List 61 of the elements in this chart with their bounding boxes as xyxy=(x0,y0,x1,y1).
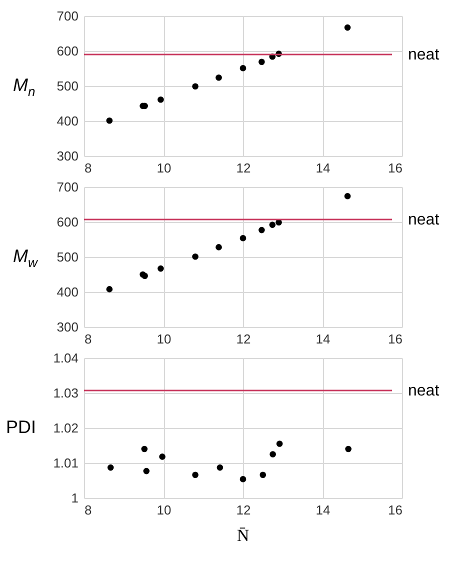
y-tick-label: 1.01 xyxy=(53,456,78,470)
y-tick-label: 1.02 xyxy=(53,420,78,436)
point xyxy=(240,476,246,482)
x-tick-label: 8 xyxy=(84,502,92,518)
x-tick-label: 12 xyxy=(236,502,251,518)
x-tick-label: 14 xyxy=(316,502,330,518)
y-tick-label: 300 xyxy=(56,148,78,164)
point xyxy=(260,472,266,478)
point xyxy=(240,234,246,242)
point xyxy=(106,117,113,124)
x-tick-label: 12 xyxy=(236,332,251,346)
ref-line-label: neat xyxy=(408,46,440,64)
point xyxy=(107,464,114,471)
point xyxy=(216,74,222,81)
x-tick-label: 8 xyxy=(84,160,92,176)
y-tick-label: 500 xyxy=(56,250,78,264)
point xyxy=(192,83,198,90)
y-tick-label: 700 xyxy=(56,180,78,194)
point xyxy=(192,253,198,260)
point xyxy=(216,244,222,250)
point xyxy=(159,454,166,460)
point xyxy=(106,286,113,292)
x-axis-title: N̄ xyxy=(236,526,250,545)
point xyxy=(270,451,276,458)
y-tick-label: 400 xyxy=(56,284,78,300)
point xyxy=(192,472,198,478)
point xyxy=(276,440,283,447)
x-tick-label: 16 xyxy=(388,332,402,346)
point xyxy=(240,64,246,72)
y-tick-label: 600 xyxy=(56,214,78,230)
y-axis-title: PDI xyxy=(6,417,36,437)
point xyxy=(258,226,265,234)
point xyxy=(345,446,352,452)
x-tick-label: 8 xyxy=(84,332,92,346)
y-tick-label: 1.03 xyxy=(53,386,78,400)
x-tick-label: 16 xyxy=(388,502,402,518)
point xyxy=(269,222,276,228)
point xyxy=(216,464,224,471)
ref-line-label: neat xyxy=(408,382,440,400)
point xyxy=(141,446,148,452)
x-tick-label: 10 xyxy=(156,502,172,518)
y-tick-label: 300 xyxy=(56,320,78,334)
y-tick-label: 600 xyxy=(56,44,78,58)
point xyxy=(143,468,150,474)
y-tick-label: 1 xyxy=(71,490,78,506)
y-tick-label: 500 xyxy=(56,78,78,94)
y-tick-label: 400 xyxy=(56,114,78,128)
x-tick-label: 16 xyxy=(388,160,402,176)
x-tick-label: 14 xyxy=(316,160,330,176)
point xyxy=(158,265,164,272)
x-tick-label: 10 xyxy=(156,332,172,346)
y-tick-label: 700 xyxy=(56,8,78,24)
point xyxy=(258,58,265,66)
x-tick-label: 14 xyxy=(316,332,330,346)
x-tick-label: 10 xyxy=(156,160,172,176)
point xyxy=(158,96,164,103)
point xyxy=(344,24,351,31)
point xyxy=(344,192,351,200)
x-tick-label: 12 xyxy=(236,160,251,176)
ref-line-label: neat xyxy=(408,212,440,229)
y-tick-label: 1.04 xyxy=(53,350,78,366)
